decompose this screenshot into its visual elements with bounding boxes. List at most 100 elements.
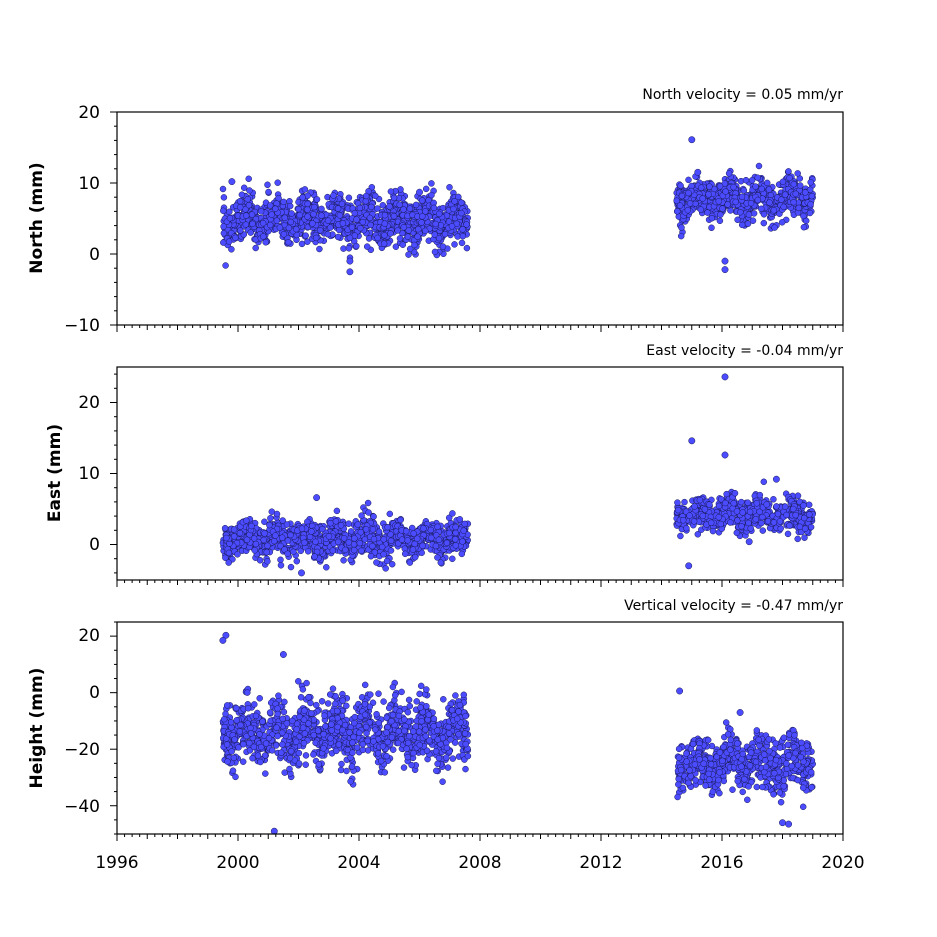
data-point — [312, 538, 319, 546]
data-point — [236, 728, 244, 735]
data-point — [807, 523, 815, 531]
data-point — [392, 243, 400, 250]
data-point — [677, 532, 684, 540]
data-point — [273, 217, 281, 224]
data-point — [272, 742, 280, 749]
data-point — [225, 559, 232, 566]
data-point — [383, 557, 391, 565]
data-point — [406, 559, 414, 566]
data-point — [759, 527, 767, 534]
data-point — [725, 170, 733, 177]
data-point — [786, 522, 793, 529]
data-point — [806, 511, 813, 518]
data-point — [257, 208, 265, 215]
data-point — [221, 524, 229, 532]
data-point — [434, 760, 441, 768]
data-point — [446, 184, 453, 191]
data-point — [276, 224, 284, 231]
data-point — [357, 528, 365, 536]
data-point — [781, 191, 789, 198]
data-point — [755, 162, 763, 170]
east-ytick-label: 10 — [78, 464, 100, 484]
data-point — [363, 243, 371, 250]
data-point — [428, 180, 435, 187]
data-point — [731, 489, 739, 497]
data-point — [304, 200, 311, 208]
data-point — [434, 523, 441, 531]
data-point — [400, 206, 407, 213]
height-points — [219, 631, 816, 835]
data-point — [717, 520, 725, 528]
data-point — [685, 176, 692, 184]
data-point — [733, 508, 741, 515]
data-point — [781, 503, 789, 510]
data-point — [348, 224, 356, 231]
data-point — [339, 697, 346, 704]
data-point — [325, 533, 333, 540]
data-point — [266, 709, 274, 716]
data-point — [324, 230, 332, 238]
data-point — [716, 217, 724, 225]
data-point — [372, 192, 379, 200]
data-point — [240, 184, 248, 192]
data-point — [452, 523, 459, 531]
data-point — [316, 227, 324, 234]
data-point — [284, 537, 292, 544]
data-point — [765, 186, 773, 193]
data-point — [247, 229, 254, 236]
data-point — [346, 234, 354, 242]
outlier-point — [346, 257, 354, 265]
data-point — [382, 565, 389, 572]
data-point — [270, 537, 278, 545]
data-point — [732, 198, 739, 206]
data-point — [727, 519, 734, 526]
data-point — [375, 690, 382, 697]
data-point — [309, 220, 316, 227]
data-point — [384, 523, 391, 531]
data-point — [676, 202, 684, 209]
east-panel: East velocity = -0.04 mm/yr East (mm) 20… — [45, 343, 844, 587]
data-point — [801, 525, 809, 532]
data-point — [304, 548, 312, 555]
data-point — [261, 530, 268, 537]
data-point — [409, 546, 417, 553]
data-point — [272, 205, 279, 213]
data-point — [460, 691, 468, 699]
data-point — [298, 240, 306, 248]
data-point — [318, 212, 325, 219]
data-point — [340, 245, 347, 252]
data-point — [430, 204, 438, 212]
data-point — [406, 205, 414, 212]
data-point — [273, 510, 281, 518]
data-point — [251, 547, 258, 554]
data-point — [400, 764, 408, 771]
data-point — [324, 217, 332, 224]
data-point — [353, 216, 360, 223]
data-point — [380, 240, 388, 247]
data-point — [415, 225, 422, 233]
data-point — [287, 531, 294, 539]
data-point — [740, 187, 748, 194]
data-point — [304, 238, 311, 245]
data-point — [288, 210, 295, 217]
data-point — [397, 516, 404, 524]
data-point — [361, 536, 369, 543]
data-point — [745, 519, 752, 527]
data-point — [451, 241, 458, 248]
data-point — [747, 199, 755, 207]
data-point — [332, 692, 339, 700]
data-point — [374, 205, 381, 212]
data-point — [432, 220, 439, 228]
data-point — [292, 225, 300, 233]
data-point — [758, 205, 765, 213]
data-point — [334, 538, 342, 546]
data-point — [784, 530, 792, 538]
data-point — [709, 527, 717, 535]
height-ytick-label: −40 — [64, 797, 100, 817]
data-point — [401, 550, 409, 558]
data-point — [763, 179, 771, 187]
data-point — [266, 521, 273, 529]
data-point — [345, 539, 353, 546]
data-point — [356, 204, 364, 212]
north-ylabel: North (mm) — [27, 162, 47, 273]
